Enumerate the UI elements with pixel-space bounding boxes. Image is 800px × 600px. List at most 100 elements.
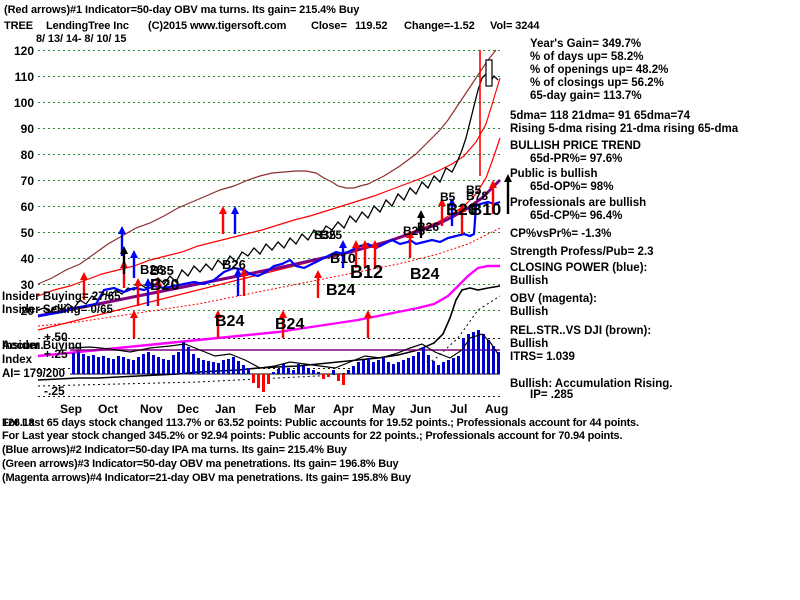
chart-annotation: B24 [410,266,440,283]
footer-line-2: For Last year stock changed 345.2% or 92… [2,430,623,442]
chart-annotation: B5 [440,190,456,204]
stat-accumulation-title: Bullish: Accumulation Rising. [510,378,673,390]
x-axis-label-oct: Oct [98,402,119,416]
x-axis-label-apr: Apr [333,402,354,416]
chart-annotation: B20 [150,277,180,294]
accum-bars [72,330,500,392]
header-copyright: (C)2015 www.tigersoft.com [148,20,287,32]
y-axis-label: 100 [13,96,34,110]
y-axis-label: 20 [20,304,34,318]
chart-annotation: B78 [466,189,489,203]
stat-rising-line: Rising 5-dma rising 21-dma rising 65-dma [510,123,739,135]
chart-annotation: B24 [275,316,305,333]
closing-power-reference-line [37,227,501,327]
y-axis-label: 120 [13,44,34,58]
stat-obv-value: Bullish [510,306,549,318]
stat-closing-power-value: Bullish [510,275,549,287]
header-change: Change=-1.52 [404,20,475,32]
signal-arrows [80,174,512,338]
footer-line-3: (Blue arrows)#2 Indicator=50-day IPA ma … [2,444,347,456]
header-ticker: TREE [4,20,33,32]
y-axis-label: 70 [20,174,34,188]
stat-pct-days-up: % of days up= 58.2% [530,51,644,63]
stat-professionals-value: 65d-CP%= 96.4% [530,210,623,222]
stat-years-gain: Year's Gain= 349.7% [530,38,642,50]
chart-annotation: B26 [140,262,164,277]
header-close-value: 119.52 [355,20,388,32]
x-axis-label-mar: Mar [294,402,316,416]
insider-buying-overlap-label: Insider Buying [2,340,82,352]
accum-index-label: Index [2,354,33,366]
chart-annotation: B20 [446,200,478,219]
x-axis-label-jun: Jun [410,402,432,416]
chart-annotation: B5 [466,183,482,197]
x-axis-label-sep: Sep [60,402,83,416]
chart-annotation: B26 [222,257,246,272]
accum-scale-minus25: -.25 [44,384,65,398]
stat-closing-power-title: CLOSING POWER (blue): [510,262,648,274]
stat-cp-vs-pr: CP%vsPr%= -1.3% [510,228,612,240]
chart-annotation: B10 [330,250,356,266]
x-axis-label-jul: Jul [450,402,468,416]
chart-annotation: B25 [320,228,343,242]
stat-relstr-value: Bullish [510,338,549,350]
header-company: LendingTree Inc [46,20,129,32]
chart-annotation: B24 [326,282,356,299]
y-axis-label: 60 [20,200,34,214]
y-axis-label: 110 [14,70,34,84]
y-axis-label: 50 [20,226,34,240]
footer-line-4: (Green arrows)#3 Indicator=50-day OBV ma… [2,458,399,470]
chart-annotation: B10 [470,200,502,219]
accum-smoothing-line [69,333,499,369]
accum-index-overlap-label: Accum. [2,340,44,352]
stat-strength: Strength Profess/Pub= 2.3 [510,246,654,258]
accum-scale-plus25: +.25 [44,347,68,361]
chart-annotation: B35 [150,263,174,278]
y-axis-label: 90 [20,122,34,136]
x-axis-label-feb: Feb [255,402,277,416]
ma50-lower-line [37,137,501,331]
accum-scale-plus50: +.50 [44,330,68,344]
x-axis-label-aug: Aug [485,402,509,416]
chart-annotation: B25 [403,224,426,238]
price-candle [485,59,493,87]
y-axis-label: 40 [20,252,34,266]
obv-secondary-line [37,285,501,381]
ma65-line [37,178,502,318]
price-chart-canvas[interactable] [37,38,512,400]
stat-accumulation-ip: IP= .285 [530,389,574,401]
x-axis-label-nov: Nov [140,402,163,416]
header-volume: Vol= 3244 [490,20,540,32]
stat-obv-title: OBV (magenta): [510,293,597,305]
chart-series-svg [37,49,512,387]
chart-annotation: B26 [417,220,440,234]
insider-selling-label: Insider Selling= 0/65 [2,304,113,316]
accumulation-chart[interactable] [69,328,500,400]
footer-line-1: For Last 65 days stock changed 113.7% or… [2,417,639,429]
x-axis-label-may: May [372,402,396,416]
stat-public-title: Public is bullish [510,168,598,180]
footer-overlap-number: 126.18 [2,417,35,429]
stat-professionals-title: Professionals are bullish [510,197,647,209]
chart-annotation: B35 [314,228,337,242]
footer-line-5: (Magenta arrows)#4 Indicator=21-day OBV … [2,472,411,484]
obv-line [37,264,500,358]
y-axis-label: 80 [20,148,34,162]
stat-dma-line: 5dma= 118 21dma= 91 65dma=74 [510,110,690,122]
relstr-line [37,49,497,285]
stat-pct-openings-up: % of openings up= 48.2% [530,64,669,76]
accum-ai-value: AI= 179/200 [2,368,65,380]
stat-pct-closings-up: % of closings up= 56.2% [530,77,664,89]
header-indicator-line: (Red arrows)#1 Indicator=50-day OBV ma t… [4,4,360,16]
stat-trend-title: BULLISH PRICE TREND [510,140,641,152]
y-axis-label: 30 [20,278,34,292]
stat-relstr-title: REL.STR..VS DJI (brown): [510,325,652,337]
ma50-upper-line [37,77,501,297]
insider-buying-label: Insider Buying= 27/65 [2,291,121,303]
stat-trend-value: 65d-PR%= 97.6% [530,153,623,165]
stat-itrs: ITRS= 1.039 [510,351,575,363]
header-date-range: 8/ 13/ 14- 8/ 10/ 15 [36,33,127,45]
obv-dotted-line [37,295,501,387]
stat-public-value: 65d-OP%= 98% [530,181,614,193]
chart-annotation: B12 [350,262,384,282]
